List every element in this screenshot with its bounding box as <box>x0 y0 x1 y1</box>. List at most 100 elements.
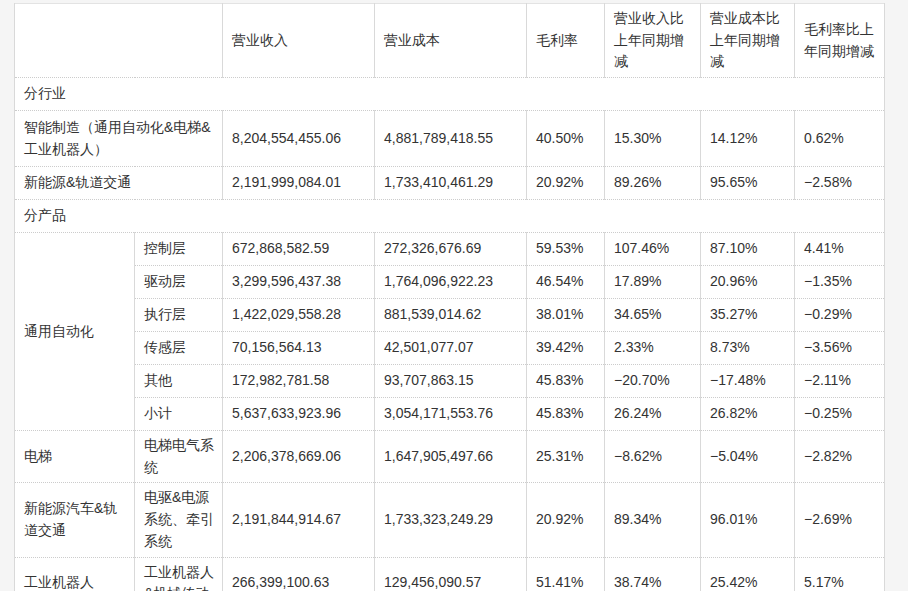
revenue-cell: 8,204,554,455.06 <box>223 111 375 167</box>
cost-change-cell: 95.65% <box>701 167 795 200</box>
cost-cell: 42,501,077.07 <box>375 332 527 365</box>
product-name-cell: 控制层 <box>135 233 223 266</box>
revenue-cell: 266,399,100.63 <box>223 557 375 591</box>
industry-name-cell: 智能制造（通用自动化&电梯&工业机器人） <box>15 111 223 167</box>
product-row-control-layer: 通用自动化 控制层 672,868,582.59 272,326,676.69 … <box>15 233 885 266</box>
revenue-change-cell: 107.46% <box>605 233 701 266</box>
product-row-elevator: 电梯 电梯电气系统 2,206,378,669.06 1,647,905,497… <box>15 431 885 483</box>
revenue-change-cell: 15.30% <box>605 111 701 167</box>
industry-name-cell: 新能源&轨道交通 <box>15 167 223 200</box>
revenue-cell: 672,868,582.59 <box>223 233 375 266</box>
cost-cell: 1,764,096,922.23 <box>375 266 527 299</box>
revenue-change-cell: 34.65% <box>605 299 701 332</box>
margin-change-cell: −1.35% <box>795 266 885 299</box>
margin-change-cell: −0.29% <box>795 299 885 332</box>
revenue-cell: 3,299,596,437.38 <box>223 266 375 299</box>
margin-cell: 25.31% <box>527 431 605 483</box>
col-header-revenue: 营业收入 <box>223 4 375 78</box>
margin-change-cell: −2.11% <box>795 365 885 398</box>
revenue-cell: 1,422,029,558.28 <box>223 299 375 332</box>
product-row-industrial-robot: 工业机器人 工业机器人&机械传动 266,399,100.63 129,456,… <box>15 557 885 591</box>
revenue-cell: 2,206,378,669.06 <box>223 431 375 483</box>
margin-change-cell: 0.62% <box>795 111 885 167</box>
margin-change-cell: −3.56% <box>795 332 885 365</box>
industry-row-newenergy-rail: 新能源&轨道交通 2,191,999,084.01 1,733,410,461.… <box>15 167 885 200</box>
revenue-change-cell: 26.24% <box>605 398 701 431</box>
cost-change-cell: 35.27% <box>701 299 795 332</box>
margin-change-cell: 4.41% <box>795 233 885 266</box>
product-name-cell: 电梯电气系统 <box>135 431 223 483</box>
revenue-cell: 2,191,844,914.67 <box>223 483 375 557</box>
product-name-cell: 电驱&电源系统、牵引系统 <box>135 483 223 557</box>
revenue-cell: 70,156,564.13 <box>223 332 375 365</box>
margin-cell: 20.92% <box>527 483 605 557</box>
revenue-change-cell: −20.70% <box>605 365 701 398</box>
revenue-change-cell: 17.89% <box>605 266 701 299</box>
product-name-cell: 小计 <box>135 398 223 431</box>
product-row-sensing-layer: 传感层 70,156,564.13 42,501,077.07 39.42% 2… <box>15 332 885 365</box>
revenue-cell: 172,982,781.58 <box>223 365 375 398</box>
segment-financial-table: 营业收入 营业成本 毛利率 营业收入比上年同期增减 营业成本比上年同期增减 毛利… <box>14 3 885 591</box>
margin-cell: 45.83% <box>527 398 605 431</box>
cost-change-cell: 96.01% <box>701 483 795 557</box>
product-name-cell: 工业机器人&机械传动 <box>135 557 223 591</box>
revenue-cell: 2,191,999,084.01 <box>223 167 375 200</box>
table-header-row: 营业收入 营业成本 毛利率 营业收入比上年同期增减 营业成本比上年同期增减 毛利… <box>15 4 885 78</box>
product-group-cell: 通用自动化 <box>15 233 135 431</box>
margin-cell: 46.54% <box>527 266 605 299</box>
margin-cell: 45.83% <box>527 365 605 398</box>
section-row-product: 分产品 <box>15 200 885 233</box>
cost-cell: 881,539,014.62 <box>375 299 527 332</box>
margin-cell: 20.92% <box>527 167 605 200</box>
section-label-industry: 分行业 <box>15 78 885 111</box>
col-header-revenue-change: 营业收入比上年同期增减 <box>605 4 701 78</box>
product-category-cell: 工业机器人 <box>15 557 135 591</box>
industry-row-smart-manufacturing: 智能制造（通用自动化&电梯&工业机器人） 8,204,554,455.06 4,… <box>15 111 885 167</box>
margin-change-cell: −2.82% <box>795 431 885 483</box>
product-row-other-in-group: 其他 172,982,781.58 93,707,863.15 45.83% −… <box>15 365 885 398</box>
product-name-cell: 传感层 <box>135 332 223 365</box>
col-header-cost: 营业成本 <box>375 4 527 78</box>
cost-change-cell: 25.42% <box>701 557 795 591</box>
section-label-product: 分产品 <box>15 200 885 233</box>
col-header-cost-change: 营业成本比上年同期增减 <box>701 4 795 78</box>
product-name-cell: 驱动层 <box>135 266 223 299</box>
cost-cell: 129,456,090.57 <box>375 557 527 591</box>
margin-change-cell: −2.58% <box>795 167 885 200</box>
cost-cell: 1,733,323,249.29 <box>375 483 527 557</box>
margin-cell: 38.01% <box>527 299 605 332</box>
product-category-cell: 新能源汽车&轨道交通 <box>15 483 135 557</box>
cost-cell: 1,647,905,497.66 <box>375 431 527 483</box>
cost-cell: 1,733,410,461.29 <box>375 167 527 200</box>
product-category-cell: 电梯 <box>15 431 135 483</box>
margin-change-cell: −0.25% <box>795 398 885 431</box>
cost-change-cell: 26.82% <box>701 398 795 431</box>
cost-change-cell: 8.73% <box>701 332 795 365</box>
product-row-drive-layer: 驱动层 3,299,596,437.38 1,764,096,922.23 46… <box>15 266 885 299</box>
cost-change-cell: 20.96% <box>701 266 795 299</box>
revenue-change-cell: 89.26% <box>605 167 701 200</box>
margin-cell: 40.50% <box>527 111 605 167</box>
cost-change-cell: 14.12% <box>701 111 795 167</box>
product-row-subtotal: 小计 5,637,633,923.96 3,054,171,553.76 45.… <box>15 398 885 431</box>
revenue-change-cell: 2.33% <box>605 332 701 365</box>
col-header-blank <box>15 4 223 78</box>
cost-change-cell: 87.10% <box>701 233 795 266</box>
cost-cell: 272,326,676.69 <box>375 233 527 266</box>
revenue-change-cell: 89.34% <box>605 483 701 557</box>
product-row-nev-rail: 新能源汽车&轨道交通 电驱&电源系统、牵引系统 2,191,844,914.67… <box>15 483 885 557</box>
revenue-change-cell: −8.62% <box>605 431 701 483</box>
margin-cell: 39.42% <box>527 332 605 365</box>
product-name-cell: 其他 <box>135 365 223 398</box>
col-header-margin: 毛利率 <box>527 4 605 78</box>
product-row-execution-layer: 执行层 1,422,029,558.28 881,539,014.62 38.0… <box>15 299 885 332</box>
cost-change-cell: −5.04% <box>701 431 795 483</box>
report-table-container: 营业收入 营业成本 毛利率 营业收入比上年同期增减 营业成本比上年同期增减 毛利… <box>0 0 908 591</box>
product-name-cell: 执行层 <box>135 299 223 332</box>
revenue-cell: 5,637,633,923.96 <box>223 398 375 431</box>
cost-cell: 4,881,789,418.55 <box>375 111 527 167</box>
col-header-margin-change: 毛利率比上年同期增减 <box>795 4 885 78</box>
section-row-industry: 分行业 <box>15 78 885 111</box>
margin-change-cell: 5.17% <box>795 557 885 591</box>
cost-cell: 93,707,863.15 <box>375 365 527 398</box>
